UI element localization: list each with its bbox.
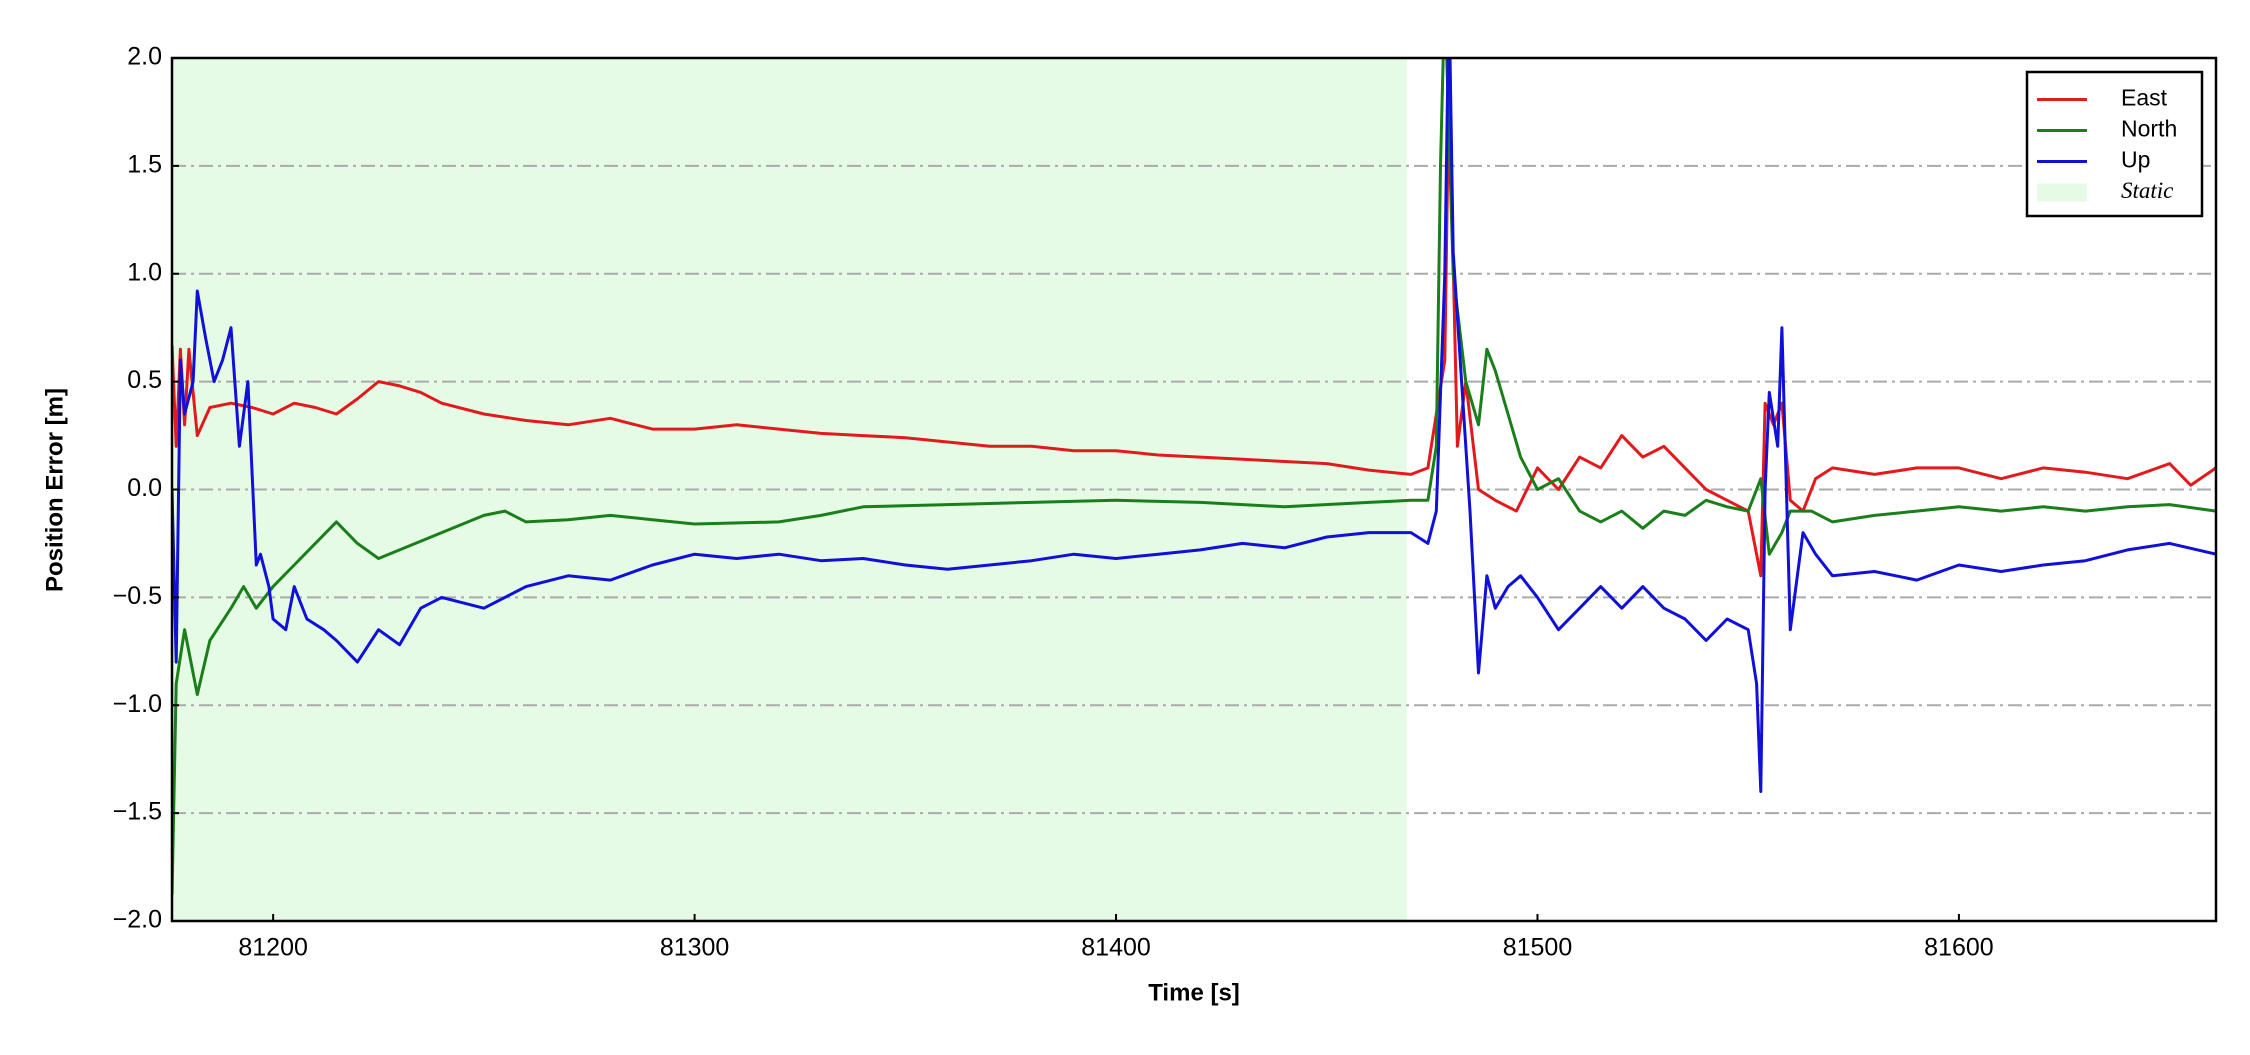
y-tick-label: −2.0 xyxy=(113,906,162,934)
x-tick-label: 81600 xyxy=(1924,934,1994,962)
plot-background xyxy=(172,57,2216,922)
y-axis-label: Position Error [m] xyxy=(41,388,68,592)
legend-label: Static xyxy=(2121,178,2173,203)
shaded-region xyxy=(172,58,1407,921)
y-tick-label: 1.5 xyxy=(127,150,162,178)
y-tick-label: −0.5 xyxy=(113,582,162,610)
y-tick-label: −1.0 xyxy=(113,690,162,718)
x-axis-label: Time [s] xyxy=(1148,979,1240,1006)
y-tick-label: 2.0 xyxy=(127,43,162,71)
legend-swatch xyxy=(2037,183,2087,202)
line-series xyxy=(172,78,2216,578)
y-tick-label: 0.0 xyxy=(127,474,162,502)
legend-label: North xyxy=(2121,116,2177,142)
line-series xyxy=(172,58,2216,793)
x-tick-label: 81300 xyxy=(660,934,730,962)
axes: −2.0 −1.5 −1.0 −0.5 0.0 0.5 1.0 1.5 2.0 81200 8130… xyxy=(113,43,2218,962)
y-tick-label: 0.5 xyxy=(127,366,162,394)
x-tick-label: 81500 xyxy=(1503,934,1573,962)
plot-frame xyxy=(170,56,2218,923)
legend-label: East xyxy=(2121,85,2168,111)
legend-label: Up xyxy=(2121,147,2150,173)
plot-area xyxy=(172,58,2216,896)
y-tick-label: 1.0 xyxy=(127,258,162,286)
x-tick-label: 81400 xyxy=(1081,934,1151,962)
legend: East North Up Static xyxy=(2025,70,2204,218)
y-tick-label: −1.5 xyxy=(113,798,162,826)
x-tick-label: 81200 xyxy=(238,934,308,962)
